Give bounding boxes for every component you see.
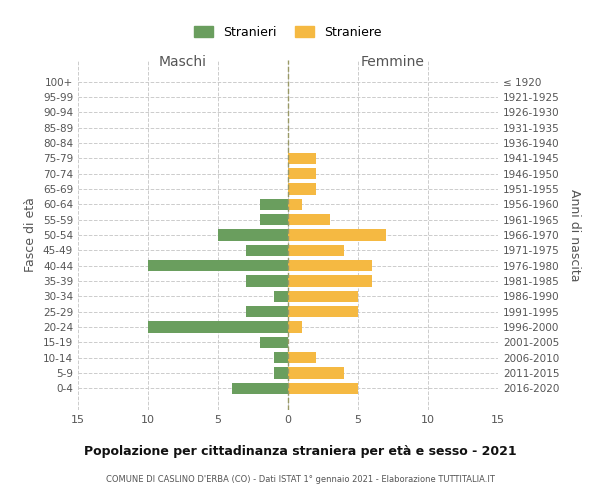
Bar xyxy=(274,290,288,302)
Bar xyxy=(288,290,358,302)
Text: Maschi: Maschi xyxy=(159,54,207,68)
Bar xyxy=(288,260,372,272)
Text: Popolazione per cittadinanza straniera per età e sesso - 2021: Popolazione per cittadinanza straniera p… xyxy=(83,445,517,458)
Bar xyxy=(218,229,288,241)
Bar xyxy=(232,382,288,394)
Bar xyxy=(288,244,344,256)
Bar xyxy=(288,168,316,179)
Bar xyxy=(274,368,288,379)
Legend: Stranieri, Straniere: Stranieri, Straniere xyxy=(190,21,386,44)
Bar xyxy=(260,198,288,210)
Bar xyxy=(288,368,344,379)
Bar xyxy=(288,152,316,164)
Text: Femmine: Femmine xyxy=(361,54,425,68)
Y-axis label: Fasce di età: Fasce di età xyxy=(25,198,37,272)
Bar xyxy=(288,382,358,394)
Bar xyxy=(288,198,302,210)
Bar xyxy=(274,352,288,364)
Bar xyxy=(148,322,288,333)
Bar xyxy=(288,306,358,318)
Text: COMUNE DI CASLINO D'ERBA (CO) - Dati ISTAT 1° gennaio 2021 - Elaborazione TUTTIT: COMUNE DI CASLINO D'ERBA (CO) - Dati IST… xyxy=(106,475,494,484)
Bar xyxy=(246,276,288,287)
Bar xyxy=(288,276,372,287)
Bar xyxy=(288,183,316,194)
Bar xyxy=(288,352,316,364)
Bar xyxy=(288,229,386,241)
Bar xyxy=(288,214,330,226)
Bar xyxy=(260,336,288,348)
Bar xyxy=(260,214,288,226)
Y-axis label: Anni di nascita: Anni di nascita xyxy=(568,188,581,281)
Bar xyxy=(246,306,288,318)
Bar xyxy=(148,260,288,272)
Bar xyxy=(288,322,302,333)
Bar xyxy=(246,244,288,256)
